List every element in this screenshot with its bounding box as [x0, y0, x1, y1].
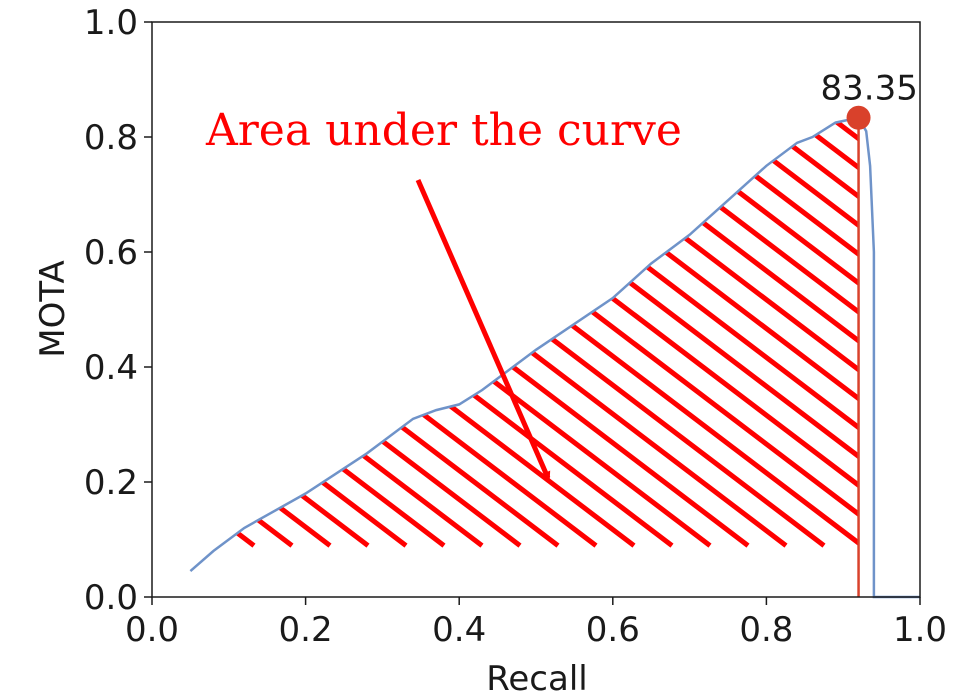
- hatch-line: [452, 118, 859, 548]
- y-tick-label: 0.2: [84, 463, 138, 503]
- hatch-line: [300, 118, 859, 548]
- hatch-line: [718, 118, 859, 548]
- peak-marker: [846, 105, 871, 130]
- mota-recall-curve: [189, 116, 920, 599]
- y-tick-label: 0.8: [84, 118, 138, 158]
- hatch-line: [224, 118, 788, 548]
- hatch-line: [190, 118, 636, 548]
- x-tick-label: 0.4: [432, 610, 486, 650]
- hatch-line: [190, 118, 446, 548]
- hatch-line: [190, 118, 712, 548]
- hatch-line: [910, 120, 963, 546]
- plot-frame: [151, 21, 921, 598]
- annotation-text: Area under the curve: [205, 105, 682, 156]
- peak-value-label: 83.35: [821, 69, 918, 109]
- axis-ticks: 0.0 0.2 0.4 0.6 0.8 1.0 0.0 0.2 0.4 0.6 0.8 1.0: [84, 3, 947, 650]
- y-axis-label: MOTA: [33, 260, 73, 357]
- hatch-line: [414, 118, 859, 548]
- hatch-line: [190, 118, 750, 548]
- hatch-line: [190, 118, 674, 548]
- y-tick-label: 0.6: [84, 233, 138, 273]
- x-axis-label: Recall: [486, 659, 587, 699]
- hatch-line: [680, 118, 859, 548]
- hatch-line: [262, 118, 826, 548]
- x-tick-label: 1.0: [893, 610, 947, 650]
- hatch-line: [376, 118, 859, 548]
- hatch-line: [756, 118, 859, 548]
- x-tick-label: 0.2: [279, 610, 333, 650]
- hatch-line: [190, 118, 522, 548]
- hatch-line: [872, 120, 963, 546]
- hatch-line: [338, 118, 859, 548]
- hatch-line: [948, 120, 963, 546]
- x-tick-label: 0.6: [586, 610, 640, 650]
- hatch-line: [794, 118, 859, 548]
- y-tick-label: 0.0: [84, 578, 138, 618]
- annotation-arrow: [415, 179, 551, 482]
- y-tick-label: 1.0: [84, 3, 138, 43]
- y-tick-label: 0.4: [84, 348, 138, 388]
- x-tick-label: 0.0: [125, 610, 179, 650]
- x-tick-label: 0.8: [739, 610, 793, 650]
